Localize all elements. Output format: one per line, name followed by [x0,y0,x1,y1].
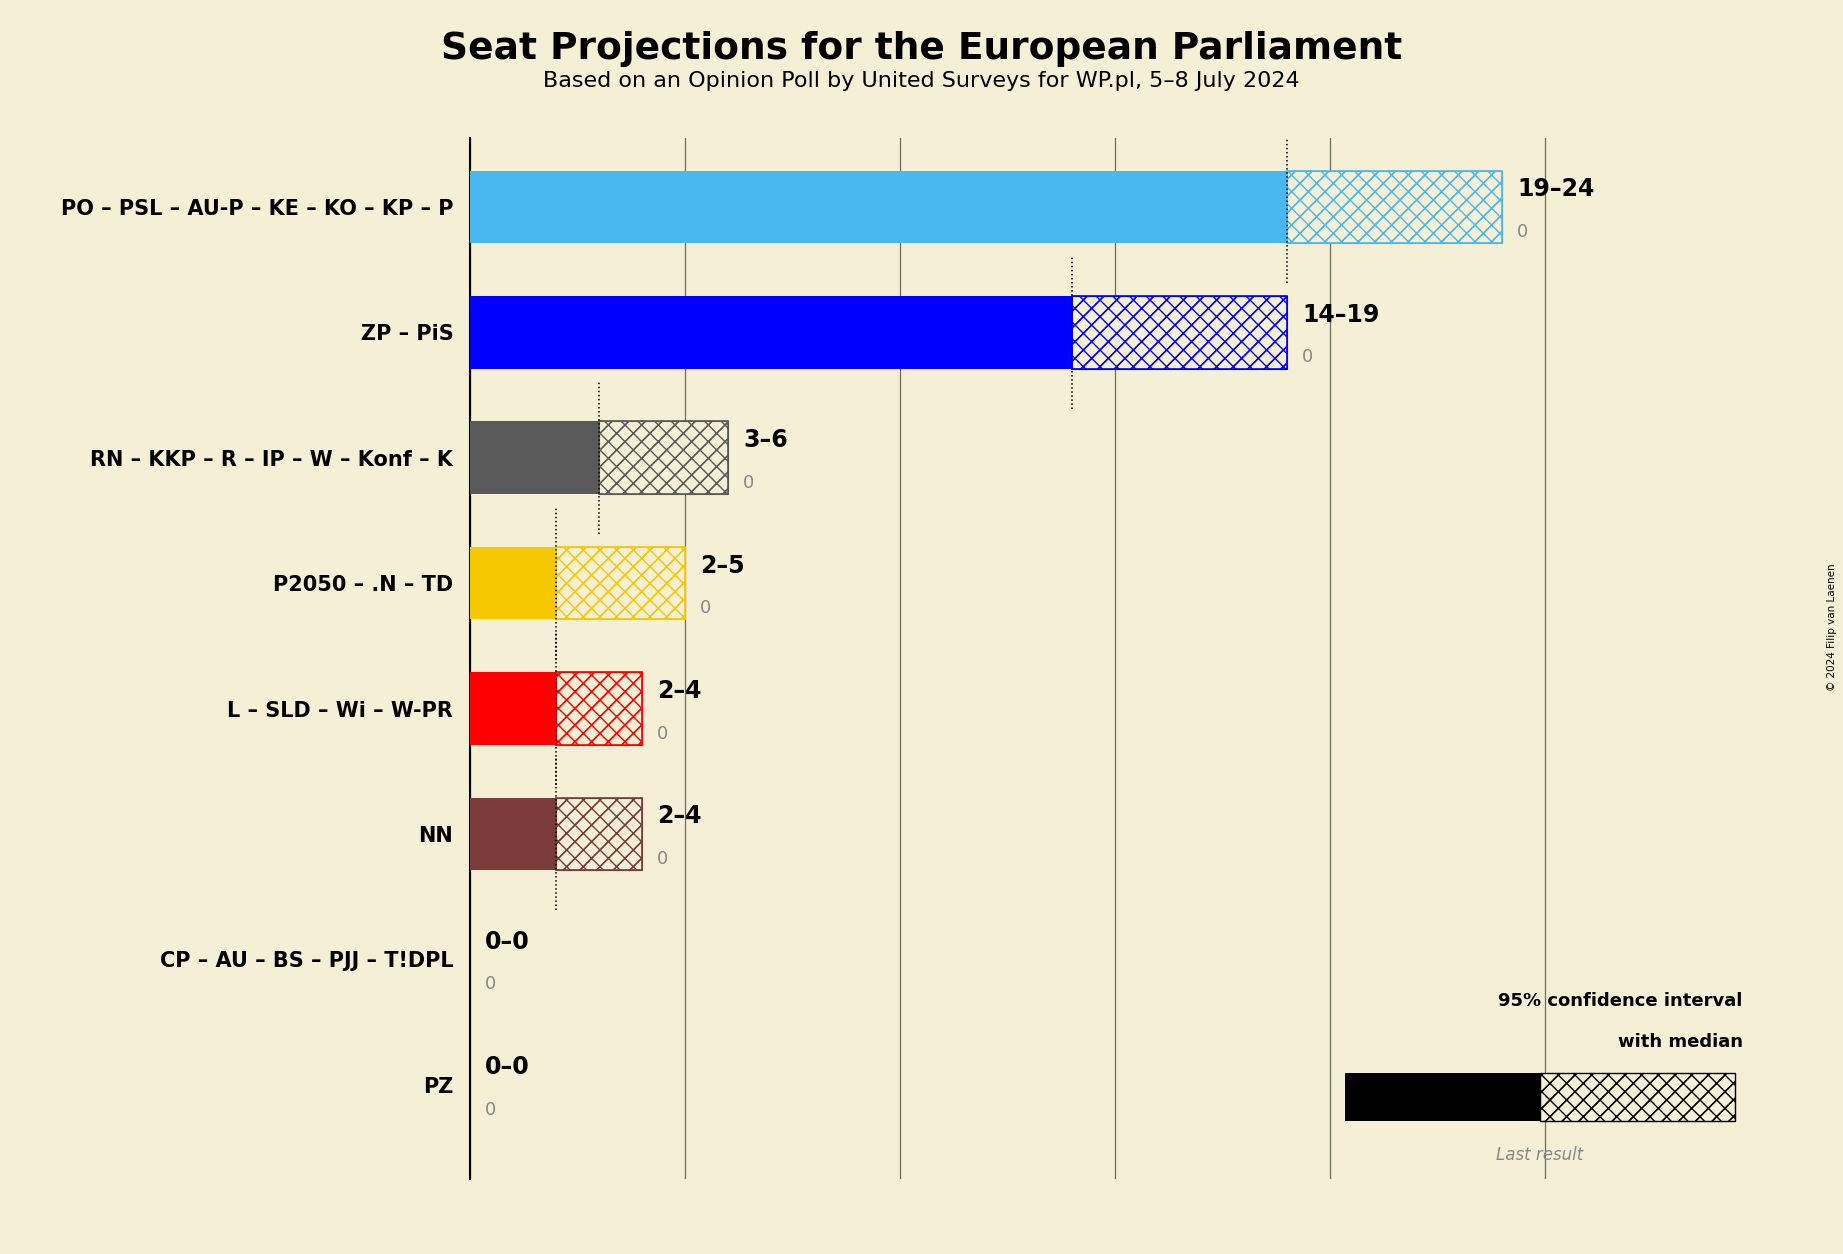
Bar [557,798,641,870]
Bar [1073,296,1286,369]
Text: 19–24: 19–24 [1517,177,1594,202]
Bar [557,798,641,870]
Bar [470,672,557,745]
Text: Last result: Last result [1497,1146,1583,1165]
Text: 0: 0 [485,976,496,993]
Text: Based on an Opinion Poll by United Surveys for WP.pl, 5–8 July 2024: Based on an Opinion Poll by United Surve… [544,71,1299,92]
Text: 0: 0 [700,599,711,617]
Text: 14–19: 14–19 [1303,302,1379,327]
Bar [557,547,686,619]
Text: © 2024 Filip van Laenen: © 2024 Filip van Laenen [1828,563,1837,691]
Text: 2–4: 2–4 [658,678,702,703]
Text: 3–6: 3–6 [743,428,787,453]
Bar [470,296,1073,369]
Bar [599,421,728,494]
Bar [1541,1073,1734,1121]
Text: 0: 0 [658,725,669,742]
Bar [1073,296,1286,369]
Bar [1286,171,1502,243]
Bar [1286,171,1502,243]
Text: 0: 0 [1517,223,1528,241]
Text: 0–0: 0–0 [485,1055,529,1080]
Bar [557,672,641,745]
Bar [1345,1073,1541,1121]
Bar [557,672,641,745]
Text: 2–5: 2–5 [700,553,745,578]
Text: 0–0: 0–0 [485,929,529,954]
Bar [1541,1073,1734,1121]
Bar [470,421,599,494]
Bar [557,798,641,870]
Text: 0: 0 [1303,349,1314,366]
Bar [1286,171,1502,243]
Bar [599,421,728,494]
Bar [1541,1073,1734,1121]
Text: 0: 0 [658,850,669,868]
Text: 95% confidence interval: 95% confidence interval [1498,992,1743,1011]
Bar [557,672,641,745]
Bar [557,547,686,619]
Bar [599,421,728,494]
Text: 2–4: 2–4 [658,804,702,829]
Text: Seat Projections for the European Parliament: Seat Projections for the European Parlia… [440,31,1403,68]
Bar [1073,296,1286,369]
Bar [470,547,557,619]
Text: 0: 0 [485,1101,496,1119]
Bar [557,547,686,619]
Text: 0: 0 [743,474,754,492]
Text: with median: with median [1618,1033,1743,1051]
Bar [470,798,557,870]
Bar [470,171,1286,243]
